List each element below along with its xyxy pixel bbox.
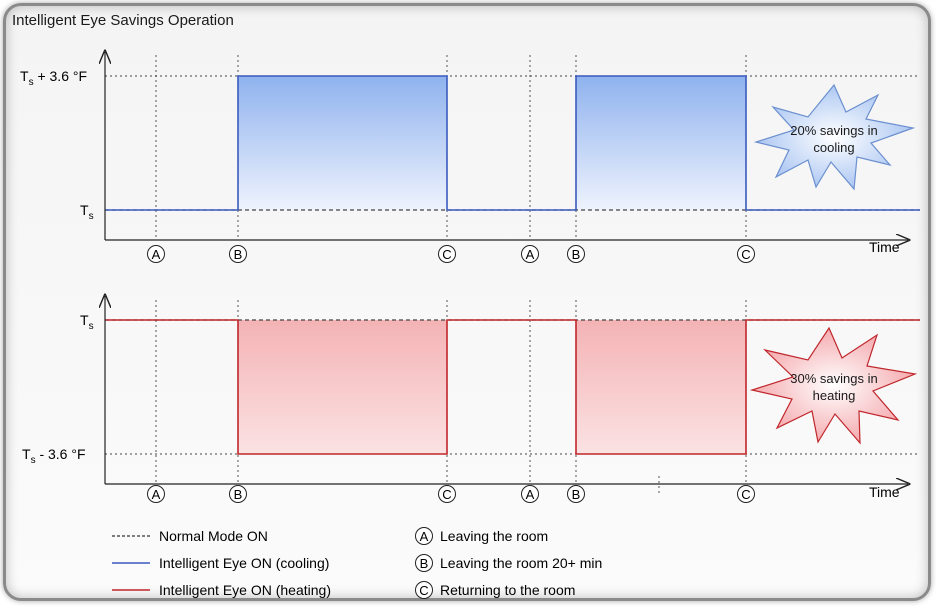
svg-text:B: B — [234, 487, 243, 502]
heating-markers: A B C A B C — [147, 485, 755, 503]
svg-text:heating: heating — [813, 388, 856, 403]
cooling-fill-1 — [238, 76, 447, 210]
cooling-savings-burst: 20% savings in cooling — [753, 83, 916, 191]
legend-ie-heating: Intelligent Eye ON (heating) — [112, 582, 331, 598]
heating-y-upper-label: Ts — [80, 312, 94, 332]
svg-text:A: A — [526, 247, 535, 262]
cooling-y-upper-label: Ts + 3.6 °F — [20, 68, 87, 88]
svg-text:cooling: cooling — [813, 140, 854, 155]
cooling-marker-c2: C — [737, 245, 755, 263]
svg-text:C: C — [419, 583, 428, 598]
svg-text:A: A — [152, 247, 161, 262]
legend-marker-a: A Leaving the room — [415, 527, 548, 545]
heating-marker-a2: A — [521, 485, 539, 503]
cooling-marker-a1: A — [147, 245, 165, 263]
cooling-chart: Ts + 3.6 °F Ts Time A B C A B C 20% savi… — [20, 52, 920, 263]
svg-text:Intelligent Eye ON (heating): Intelligent Eye ON (heating) — [159, 582, 331, 598]
svg-text:C: C — [741, 487, 750, 502]
svg-text:Leaving the room 20+ min: Leaving the room 20+ min — [440, 555, 602, 571]
heating-fill-1 — [238, 320, 447, 454]
heating-marker-b1: B — [229, 485, 247, 503]
heating-fill-2 — [576, 320, 746, 454]
heating-savings-burst: 30% savings in heating — [749, 326, 918, 445]
legend-normal-mode: Normal Mode ON — [112, 528, 268, 544]
cooling-marker-b2: B — [567, 245, 585, 263]
heating-y-lower-label: Ts - 3.6 °F — [22, 446, 86, 466]
svg-text:B: B — [572, 487, 581, 502]
cooling-marker-a2: A — [521, 245, 539, 263]
svg-text:B: B — [420, 556, 429, 571]
svg-text:20% savings in: 20% savings in — [790, 123, 877, 138]
svg-text:30% savings in: 30% savings in — [790, 371, 877, 386]
heating-chart: Ts Ts - 3.6 °F Time A B C A B C 30% savi… — [22, 296, 920, 503]
cooling-x-label: Time — [869, 239, 900, 255]
svg-text:Normal Mode ON: Normal Mode ON — [159, 528, 268, 544]
heating-marker-b2: B — [567, 485, 585, 503]
cooling-fill-2 — [576, 76, 746, 210]
legend: Normal Mode ON Intelligent Eye ON (cooli… — [112, 527, 602, 599]
cooling-markers: A B C A B C — [147, 245, 755, 263]
cooling-marker-c1: C — [438, 245, 456, 263]
svg-text:C: C — [442, 487, 451, 502]
svg-text:B: B — [572, 247, 581, 262]
heating-marker-c2: C — [737, 485, 755, 503]
heating-x-label: Time — [869, 484, 900, 500]
svg-text:Returning to the room: Returning to the room — [440, 582, 575, 598]
heating-marker-a1: A — [147, 485, 165, 503]
heating-marker-c1: C — [438, 485, 456, 503]
heating-ie-line — [105, 319, 920, 455]
svg-text:A: A — [420, 529, 429, 544]
cooling-y-lower-label: Ts — [80, 202, 94, 222]
svg-text:Leaving the room: Leaving the room — [440, 528, 548, 544]
legend-ie-cooling: Intelligent Eye ON (cooling) — [112, 555, 329, 571]
svg-text:C: C — [741, 247, 750, 262]
svg-text:A: A — [152, 487, 161, 502]
cooling-ie-line — [105, 75, 920, 211]
legend-marker-b: B Leaving the room 20+ min — [415, 554, 602, 572]
cooling-marker-b1: B — [229, 245, 247, 263]
diagram-title: Intelligent Eye Savings Operation — [12, 12, 234, 29]
svg-text:C: C — [442, 247, 451, 262]
legend-marker-c: C Returning to the room — [415, 581, 575, 599]
svg-text:B: B — [234, 247, 243, 262]
svg-text:A: A — [526, 487, 535, 502]
svg-text:Intelligent Eye ON (cooling): Intelligent Eye ON (cooling) — [159, 555, 329, 571]
